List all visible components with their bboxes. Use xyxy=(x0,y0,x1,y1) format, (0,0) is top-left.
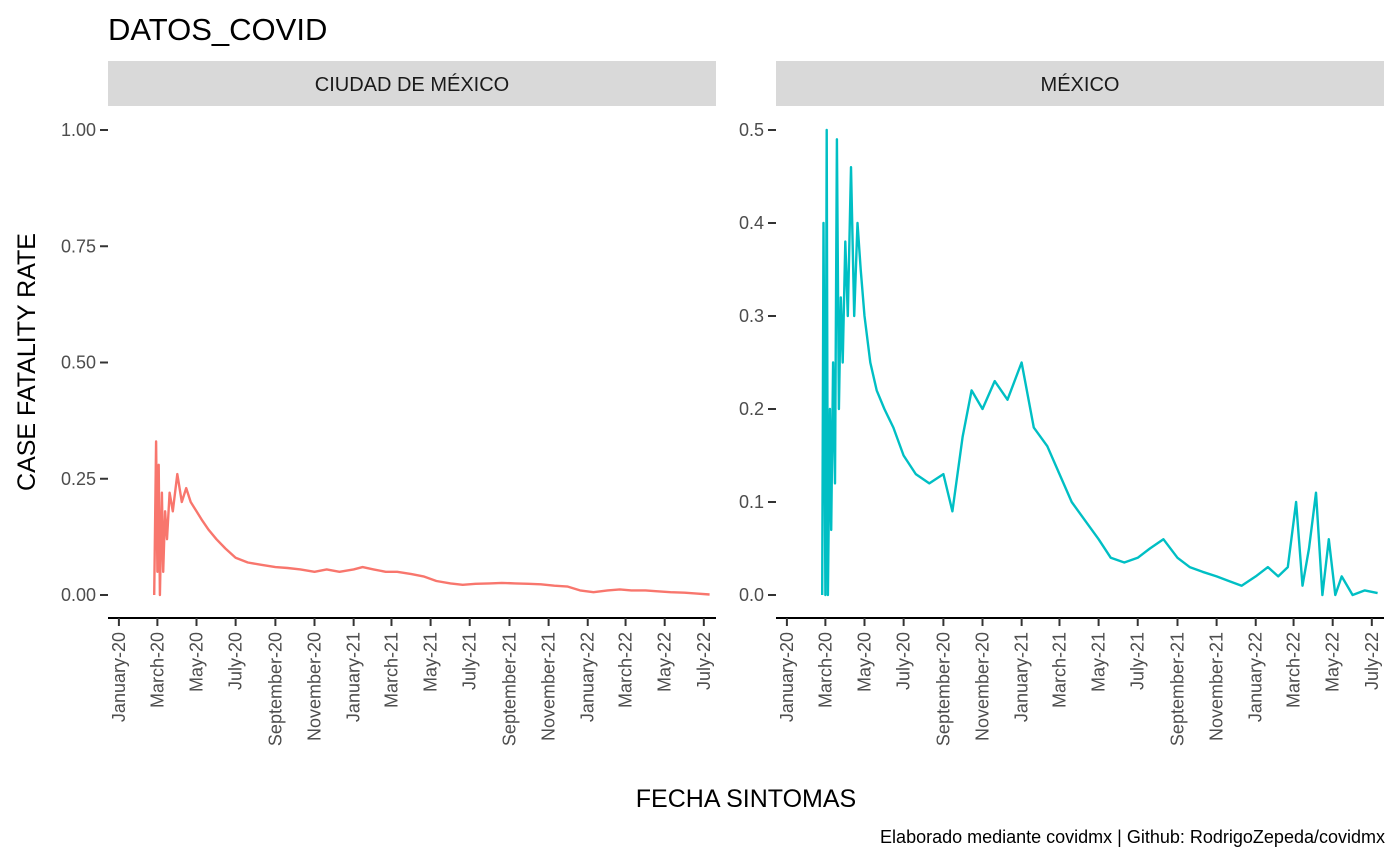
x-tick-label: March-21 xyxy=(381,632,401,708)
x-tick-label: September-20 xyxy=(933,632,953,746)
x-tick-label: July-22 xyxy=(694,632,714,690)
x-axis-title: FECHA SINTOMAS xyxy=(636,785,856,813)
chart-title: DATOS_COVID xyxy=(108,12,327,47)
facet-strip-label: MÉXICO xyxy=(1041,73,1120,96)
y-tick-label: 0.4 xyxy=(739,213,764,233)
chart-caption: Elaborado mediante covidmx | Github: Rod… xyxy=(880,827,1385,847)
x-tick-label: May-21 xyxy=(421,632,441,692)
x-tick-label: January-21 xyxy=(1012,632,1032,722)
y-tick-label: 0.2 xyxy=(739,399,764,419)
x-tick-label: January-21 xyxy=(344,632,364,722)
x-tick-label: September-20 xyxy=(265,632,285,746)
x-tick-label: May-20 xyxy=(187,632,207,692)
y-tick-label: 0.3 xyxy=(739,306,764,326)
y-tick-label: 0.5 xyxy=(739,120,764,140)
x-tick-label: November-21 xyxy=(1207,632,1227,741)
x-tick-label: November-21 xyxy=(539,632,559,741)
series-line xyxy=(153,440,710,597)
x-tick-label: May-21 xyxy=(1089,632,1109,692)
x-tick-label: November-20 xyxy=(973,632,993,741)
x-tick-label: July-20 xyxy=(894,632,914,690)
x-tick-label: March-22 xyxy=(1284,632,1304,708)
facet-strip-label: CIUDAD DE MÉXICO xyxy=(315,73,509,96)
y-tick-label: 0.75 xyxy=(61,236,96,256)
facet-panels: CIUDAD DE MÉXICO 0.00 0.25 0.50 0.75 1.00 Janu… xyxy=(61,61,1384,746)
x-tick-label: July-21 xyxy=(460,632,480,690)
x-tick-label: March-20 xyxy=(147,632,167,708)
x-tick-label: January-20 xyxy=(777,632,797,722)
y-tick-label: 1.00 xyxy=(61,120,96,140)
facet-strip xyxy=(108,61,716,106)
y-tick-label: 0.50 xyxy=(61,353,96,373)
y-tick-label: 0.1 xyxy=(739,492,764,512)
x-tick-label: March-21 xyxy=(1049,632,1069,708)
x-tick-label: July-21 xyxy=(1128,632,1148,690)
x-tick-label: July-22 xyxy=(1362,632,1382,690)
facet-strip xyxy=(776,61,1384,106)
x-tick-label: May-22 xyxy=(1323,632,1343,692)
facet-panel: MÉXICO 0.0 0.1 0.2 0.3 0.4 0.5 January-20 March-… xyxy=(739,61,1384,746)
x-tick-label: May-20 xyxy=(855,632,875,692)
y-axis-title: CASE FATALITY RATE xyxy=(13,233,41,491)
x-tick-label: January-22 xyxy=(578,632,598,722)
series-line xyxy=(821,128,1378,597)
facet-panel: CIUDAD DE MÉXICO 0.00 0.25 0.50 0.75 1.00 Janu… xyxy=(61,61,716,746)
x-tick-label: July-20 xyxy=(226,632,246,690)
y-tick-label: 0.0 xyxy=(739,585,764,605)
x-tick-label: January-20 xyxy=(109,632,129,722)
x-tick-label: January-22 xyxy=(1246,632,1266,722)
x-tick-label: September-21 xyxy=(1167,632,1187,746)
y-tick-label: 0.00 xyxy=(61,585,96,605)
x-tick-label: September-21 xyxy=(499,632,519,746)
x-tick-label: November-20 xyxy=(305,632,325,741)
y-tick-label: 0.25 xyxy=(61,469,96,489)
x-tick-label: May-22 xyxy=(655,632,675,692)
x-tick-label: March-20 xyxy=(815,632,835,708)
x-tick-label: March-22 xyxy=(616,632,636,708)
